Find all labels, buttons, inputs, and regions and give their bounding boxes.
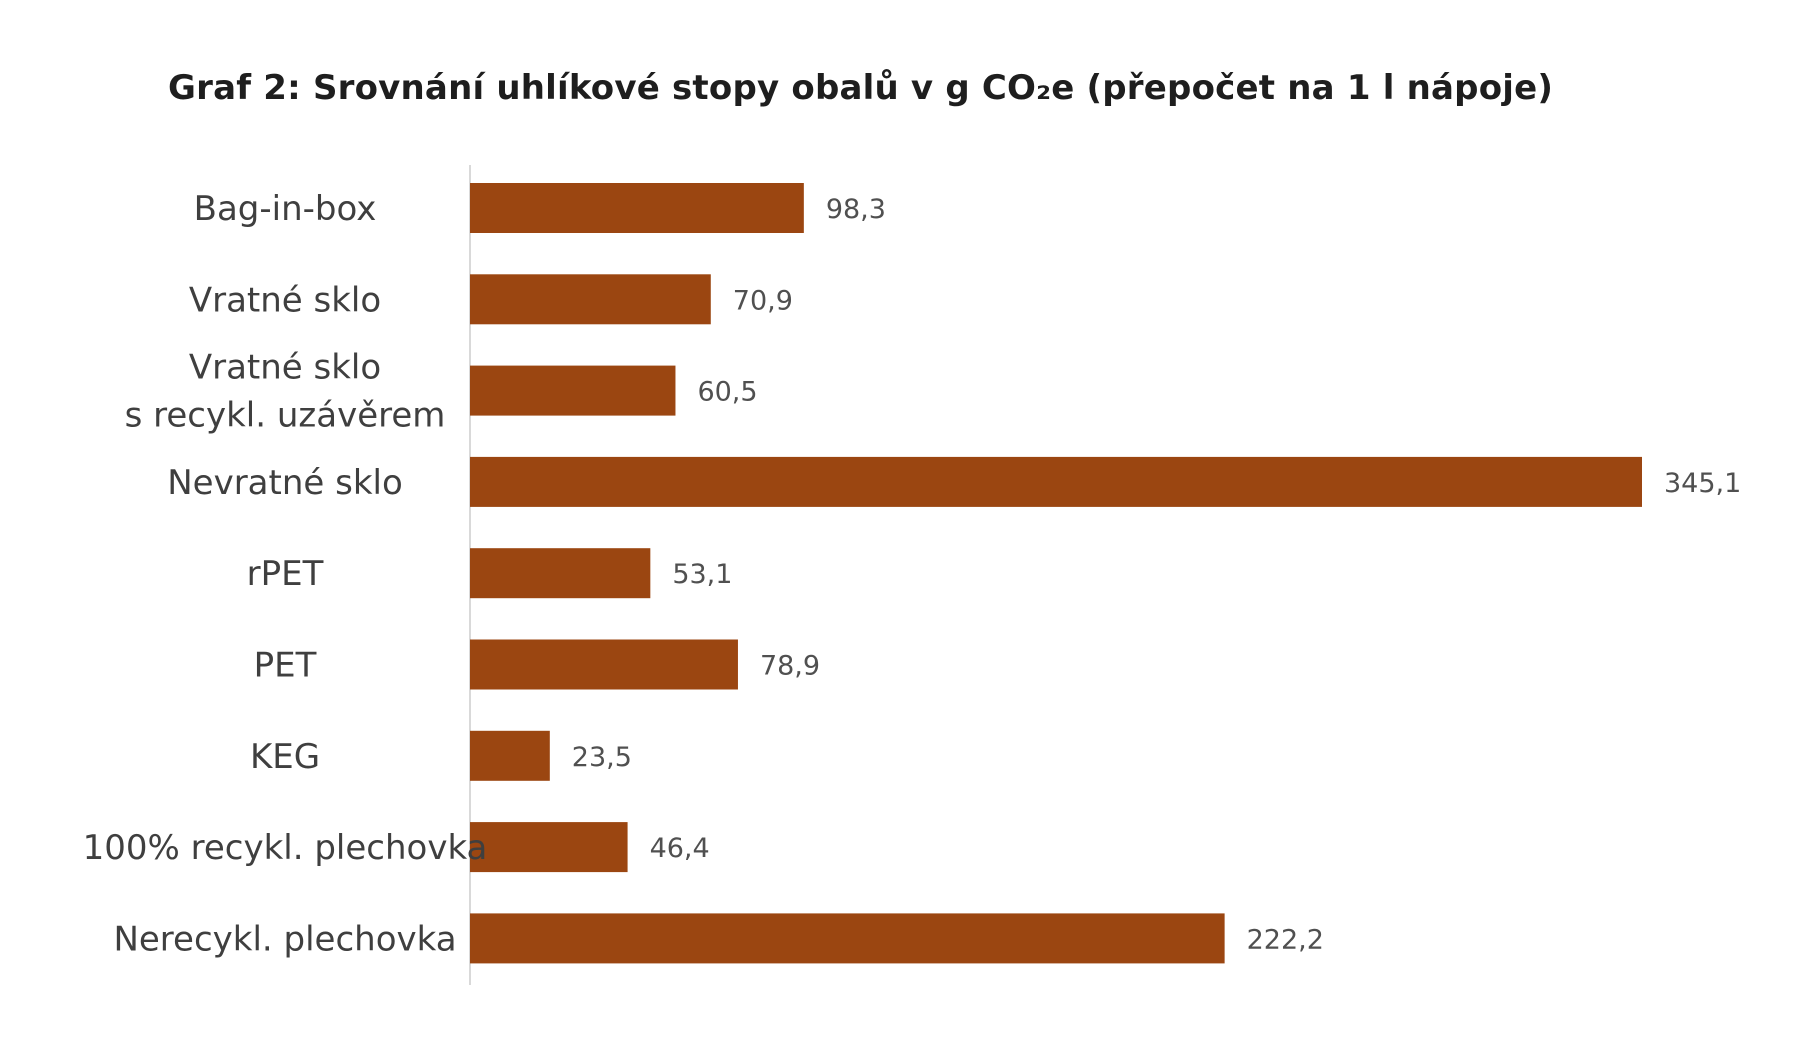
category-label-line: 100% recykl. plechovka (83, 828, 488, 868)
value-label: 60,5 (697, 377, 757, 408)
bars-layer: 98,3 Bag-in-box 70,9 Vratné sklo 60,5 Vratné … (83, 183, 1741, 964)
bar (470, 274, 711, 325)
category-label: Nevratné sklo (167, 463, 403, 503)
category-label-line: Nerecykl. plechovka (113, 919, 456, 959)
category-label: rPET (247, 554, 324, 594)
value-label: 53,1 (672, 559, 732, 590)
value-label: 222,2 (1247, 924, 1324, 955)
value-label: 23,5 (572, 742, 632, 773)
category-label-line: Vratné sklo (189, 348, 381, 388)
category-label: PET (254, 646, 317, 686)
category-label-line: rPET (247, 554, 324, 594)
category-label: Nerecykl. plechovka (113, 919, 456, 959)
category-label: Vratné sklo (189, 280, 381, 320)
category-label-line: KEG (250, 737, 320, 777)
category-label: Vratné sklo s recykl. uzávěrem (125, 348, 446, 436)
category-label-line: PET (254, 646, 317, 686)
bar (470, 730, 550, 781)
value-label: 98,3 (826, 194, 886, 225)
value-label: 78,9 (760, 651, 820, 682)
category-label-line: Vratné sklo (189, 280, 381, 320)
category-label-line: Bag-in-box (194, 189, 377, 229)
category-label: KEG (250, 737, 320, 777)
bar (470, 822, 628, 873)
chart-title: Graf 2: Srovnání uhlíkové stopy obalů v … (168, 68, 1554, 108)
bar (470, 183, 804, 233)
bar (470, 456, 1642, 507)
category-label-line: Nevratné sklo (167, 463, 403, 503)
value-label: 46,4 (650, 833, 710, 864)
value-label: 70,9 (733, 285, 793, 316)
bar (470, 365, 676, 416)
category-label-line: s recykl. uzávěrem (125, 396, 446, 436)
bar (470, 913, 1225, 964)
value-label: 345,1 (1664, 468, 1741, 499)
bar (470, 548, 651, 599)
bar (470, 639, 738, 690)
category-label: 100% recykl. plechovka (83, 828, 488, 868)
category-label: Bag-in-box (194, 189, 377, 229)
